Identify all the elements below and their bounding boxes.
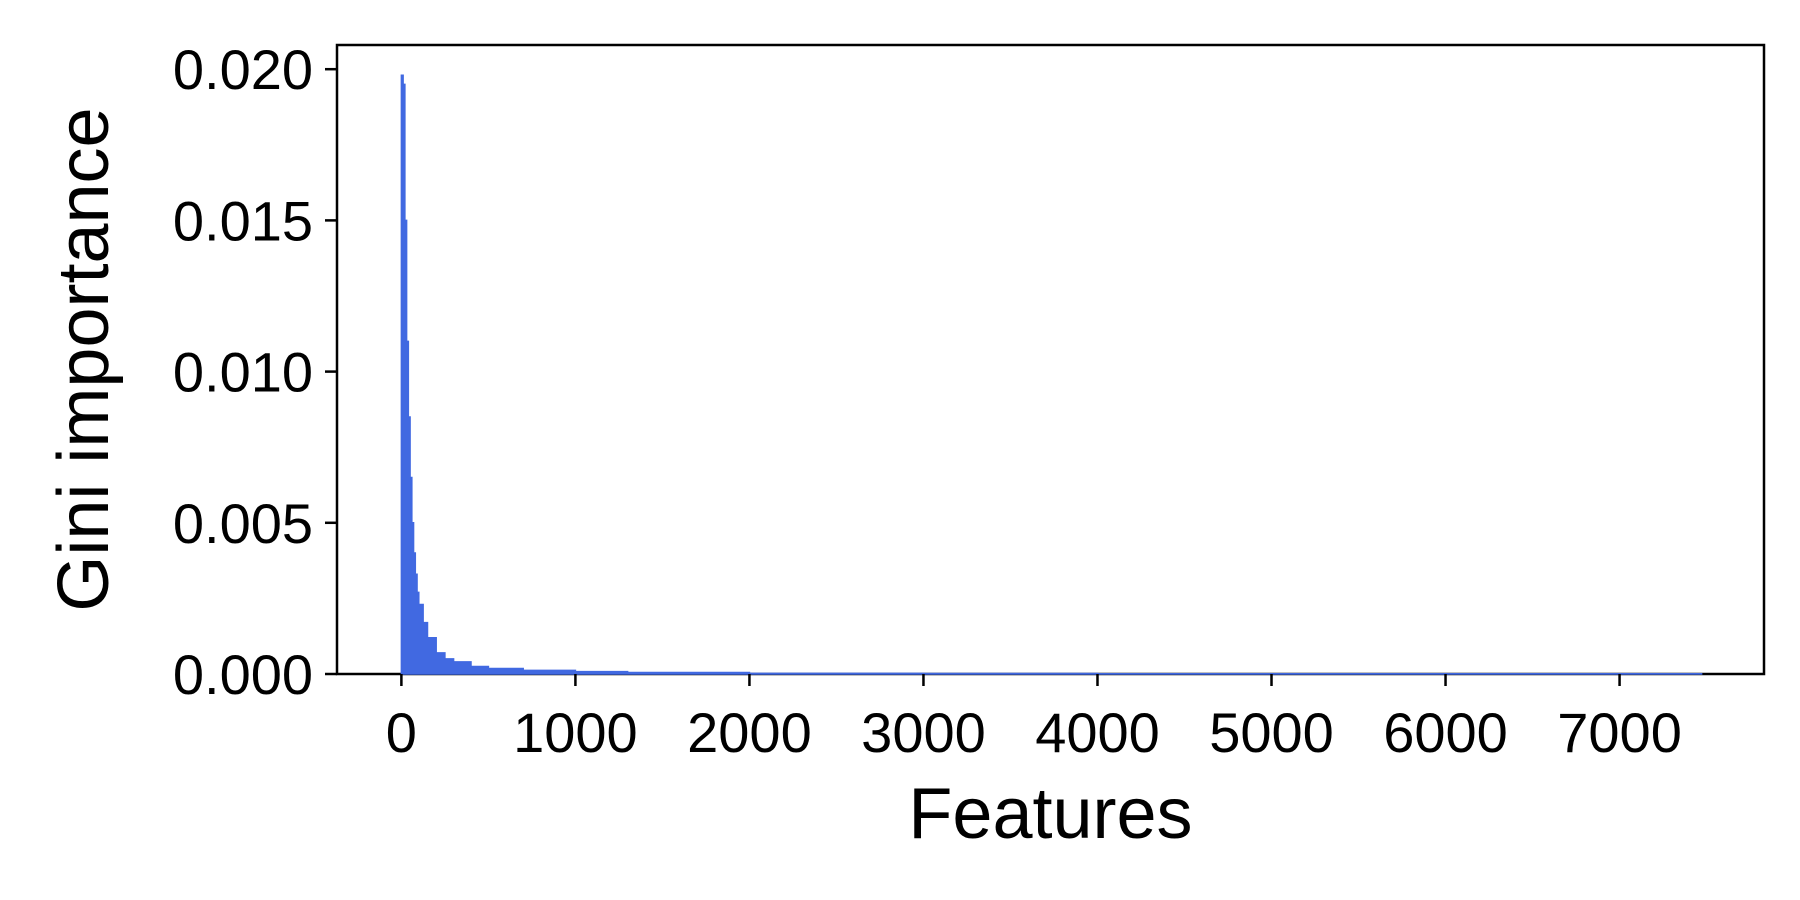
importance-area [400, 74, 1703, 675]
x-axis-ticks: 0 1000 2000 3000 4000 5000 6000 7000 [386, 674, 1682, 764]
plot-frame [335, 43, 1766, 676]
y-tick-label: 0.015 [173, 189, 313, 252]
y-axis-ticks: 0.000 0.005 0.010 0.015 0.020 [173, 38, 337, 706]
x-tick-label: 0 [386, 701, 417, 764]
x-tick-label: 5000 [1209, 701, 1334, 764]
x-axis-title: Features [908, 774, 1192, 854]
y-tick-label: 0.010 [173, 341, 313, 404]
x-tick-label: 2000 [687, 701, 812, 764]
x-tick-label: 1000 [513, 701, 638, 764]
y-tick-label: 0.005 [173, 492, 313, 555]
x-tick-label: 4000 [1035, 701, 1160, 764]
x-tick-label: 6000 [1383, 701, 1508, 764]
x-tick-label: 7000 [1557, 701, 1682, 764]
y-tick-label: 0.020 [173, 38, 313, 101]
y-tick-label: 0.000 [173, 643, 313, 706]
y-axis-title: Gini importance [44, 107, 124, 611]
x-tick-label: 3000 [861, 701, 986, 764]
